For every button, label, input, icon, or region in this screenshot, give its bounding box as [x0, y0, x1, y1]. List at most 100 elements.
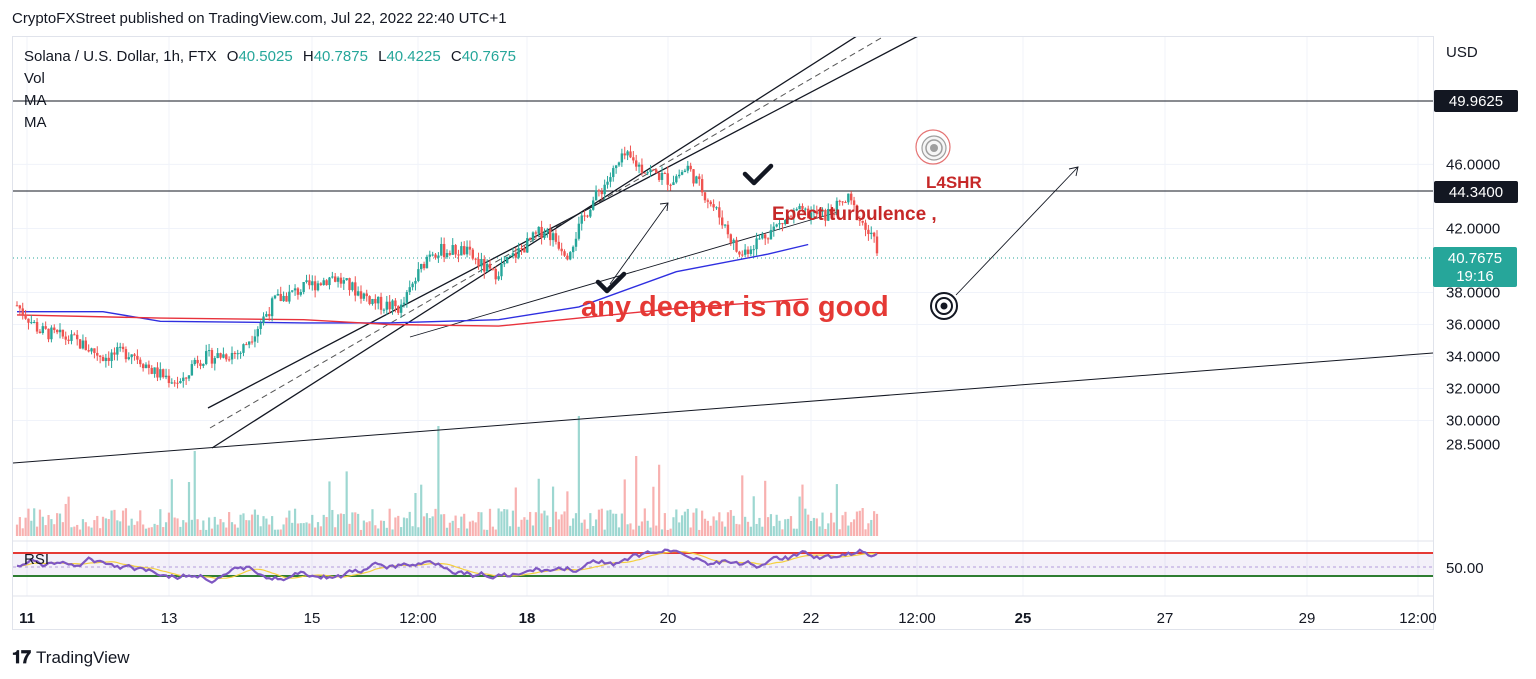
channel-upper-line[interactable] — [207, 34, 922, 409]
volume-bar — [517, 526, 520, 536]
volume-bar — [199, 529, 202, 536]
volume-bar — [256, 514, 259, 536]
candle-body — [858, 219, 861, 221]
volume-bar — [67, 496, 70, 536]
candle-body — [580, 215, 583, 224]
candle-body — [872, 232, 876, 237]
volume-bar — [414, 493, 417, 536]
candle-body — [698, 176, 701, 180]
candle-body — [242, 344, 245, 353]
annotation-warning[interactable]: any deeper is no good — [581, 291, 889, 323]
candle-body — [546, 229, 549, 233]
candle-body — [24, 314, 27, 319]
volume-bar — [551, 486, 555, 536]
candle-body — [772, 226, 775, 231]
candle-body — [107, 357, 110, 362]
volume-bar — [850, 522, 853, 536]
legend-indicator-ma-2[interactable]: MA — [24, 114, 47, 131]
candle-body — [291, 290, 294, 292]
candle-body — [216, 353, 219, 359]
annotation-expect-turbulence[interactable]: Epect turbulence , — [772, 204, 937, 225]
candle-body — [517, 248, 520, 258]
candle-body — [551, 233, 555, 241]
candle-body — [336, 277, 340, 282]
candle-body — [729, 234, 732, 243]
candle-body — [136, 355, 139, 360]
arrow-up-right[interactable] — [955, 166, 1079, 296]
volume-bar — [807, 514, 810, 536]
volume-bar — [230, 522, 234, 536]
volume-bar — [139, 510, 142, 536]
candle-body — [397, 306, 400, 313]
candle-body — [540, 226, 543, 238]
volume-bar — [279, 529, 282, 536]
candle-body — [623, 153, 626, 156]
legend-o-label: O — [226, 48, 239, 65]
volume-bar — [775, 514, 778, 536]
volume-bar — [305, 522, 308, 536]
candle-body — [844, 202, 847, 204]
volume-bar — [572, 518, 575, 536]
volume-bar — [24, 517, 27, 536]
volume-bar — [480, 512, 483, 536]
volume-bar — [635, 456, 638, 536]
volume-bar — [620, 513, 623, 536]
volume-bar — [801, 484, 804, 536]
volume-bar — [617, 527, 621, 536]
candle-body — [477, 258, 480, 267]
volume-bar — [520, 519, 523, 536]
volume-bar — [144, 528, 148, 536]
candle-body — [726, 224, 730, 235]
candle-body — [382, 309, 386, 311]
candle-body — [205, 351, 208, 364]
candle-body — [686, 165, 689, 171]
volume-bar — [405, 518, 408, 536]
volume-bar — [440, 514, 443, 536]
arrow-up-left[interactable] — [609, 202, 669, 285]
volume-bar — [643, 508, 646, 536]
candle-body — [130, 354, 133, 358]
volume-bar — [787, 518, 790, 536]
volume-bar — [93, 520, 96, 536]
chart-legend[interactable]: Solana / U.S. Dollar, 1h, FTX O40.5025 H… — [24, 46, 516, 134]
candle-body — [566, 255, 569, 260]
candle-body — [67, 339, 70, 341]
candle-body — [503, 263, 506, 265]
price-axis[interactable]: 46.0000 42.0000 38.0000 36.0000 34.0000 32.00… — [1446, 156, 1500, 453]
volume-bar — [557, 519, 560, 536]
volume-bar — [586, 528, 589, 536]
candle-body — [749, 249, 753, 255]
channel-lower-line[interactable] — [211, 34, 860, 449]
candle-body — [483, 259, 486, 272]
legend-indicator-vol[interactable]: Vol — [24, 70, 45, 87]
candle-body — [614, 165, 618, 169]
volume-bar — [371, 509, 374, 536]
volume-bar — [388, 508, 391, 536]
time-axis[interactable]: 11 13 15 12:00 18 20 22 12:00 25 27 29 12:00 — [19, 610, 1437, 627]
candle-body — [408, 287, 411, 293]
candle-body — [784, 219, 787, 225]
volume-bar — [205, 529, 208, 536]
volume-bar — [798, 496, 801, 536]
time-tick-label: 29 — [1299, 610, 1316, 627]
rsi-pane[interactable]: RSI 50.00 — [13, 540, 1484, 584]
candle-body — [723, 224, 727, 226]
candle-body — [50, 327, 53, 340]
support-trendline[interactable] — [12, 352, 1434, 464]
annotation-l4shr[interactable]: L4SHR — [926, 173, 982, 192]
volume-bar — [549, 527, 552, 536]
price-tick-label: 38.0000 — [1446, 284, 1500, 301]
candle-body — [652, 169, 655, 171]
volume-bar — [735, 523, 738, 536]
volume-bar — [207, 517, 211, 536]
candle-body — [497, 276, 500, 280]
legend-indicator-ma-1[interactable]: MA — [24, 92, 47, 109]
tradingview-brand[interactable]: 𝟏𝟕 TradingView — [12, 647, 130, 668]
candle-body — [526, 238, 529, 253]
candle-body — [90, 348, 93, 352]
volume-bar — [468, 521, 472, 536]
candle-body — [385, 301, 388, 310]
candle-body — [743, 249, 747, 255]
candle-body — [351, 282, 354, 291]
